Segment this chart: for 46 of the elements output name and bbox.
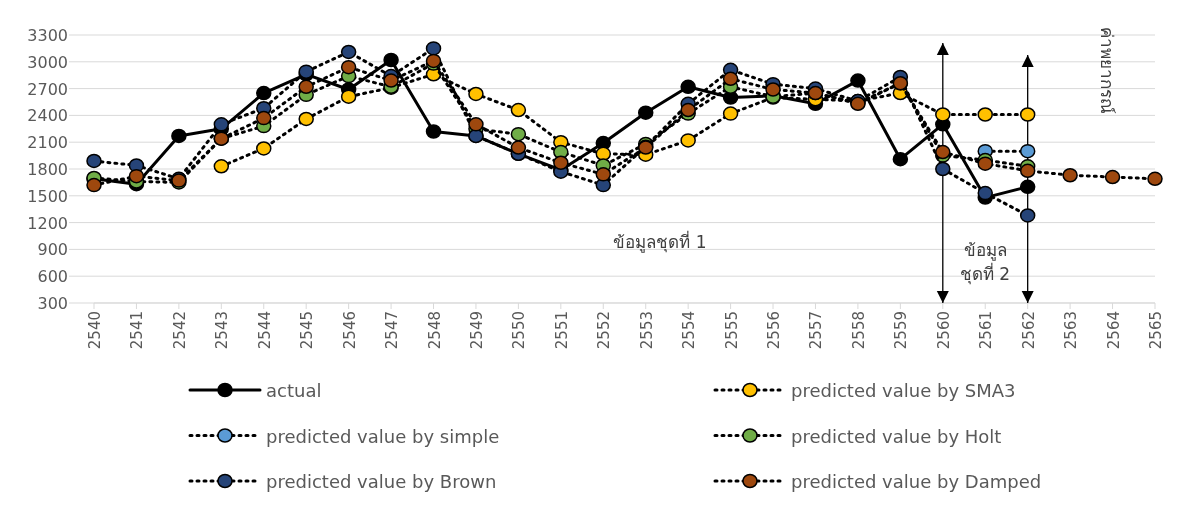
y-tick-label: 2700 xyxy=(27,79,68,99)
legend-label: predicted value by Holt xyxy=(791,425,1002,447)
y-tick-label: 3300 xyxy=(27,26,68,45)
x-tick-label: 2549 xyxy=(467,311,486,350)
legend-label: predicted value by Damped xyxy=(791,471,1042,492)
x-tick-label: 2547 xyxy=(383,311,402,350)
x-tick-label: 2559 xyxy=(892,311,911,350)
x-tick-label: 2557 xyxy=(807,311,826,350)
y-tick-label: 1200 xyxy=(27,213,68,233)
x-tick-label: 2563 xyxy=(1062,311,1081,350)
x-tick-label: 2562 xyxy=(1019,311,1038,350)
x-tick-label: 2548 xyxy=(425,311,444,350)
legend-label: predicted value by simple xyxy=(266,425,500,447)
x-tick-label: 2542 xyxy=(170,311,189,350)
x-tick-label: 2552 xyxy=(595,311,614,350)
y-tick-label: 600 xyxy=(37,267,68,287)
x-tick-label: 2541 xyxy=(128,311,147,350)
x-tick-label: 2560 xyxy=(934,311,953,350)
annotation: ข้อมูลชุดที่ 1 xyxy=(613,230,707,253)
x-tick-label: 2561 xyxy=(977,311,996,350)
y-tick-label: 300 xyxy=(37,294,68,313)
x-tick-label: 2551 xyxy=(552,311,571,350)
annotation: ค่าพยากรณ์ xyxy=(1097,26,1117,114)
x-tick-label: 2555 xyxy=(722,311,741,350)
x-tick-label: 2550 xyxy=(510,311,529,350)
y-tick-label: 2400 xyxy=(27,106,68,126)
y-tick-label: 900 xyxy=(37,240,68,260)
y-tick-label: 2100 xyxy=(27,133,68,153)
x-tick-label: 2565 xyxy=(1147,311,1165,350)
x-tick-label: 2558 xyxy=(849,311,868,350)
x-tick-label: 2546 xyxy=(340,311,359,350)
legend-label: predicted value by SMA3 xyxy=(791,380,1016,401)
x-tick-label: 2564 xyxy=(1104,311,1123,350)
x-tick-label: 2543 xyxy=(213,311,232,350)
x-tick-label: 2544 xyxy=(255,311,274,350)
legend-label: predicted value by Brown xyxy=(266,471,497,492)
annotation: ข้อมูล ชุดที่ 2 xyxy=(959,240,1011,285)
x-tick-label: 2553 xyxy=(637,311,656,350)
x-tick-label: 2556 xyxy=(765,311,784,350)
x-tick-label: 2545 xyxy=(298,311,317,350)
y-tick-label: 1500 xyxy=(27,186,68,206)
x-tick-label: 2540 xyxy=(86,311,104,350)
legend-label: actual xyxy=(266,380,322,401)
y-tick-label: 3000 xyxy=(27,52,68,72)
y-tick-label: 1800 xyxy=(27,160,68,179)
x-tick-label: 2554 xyxy=(680,311,699,350)
